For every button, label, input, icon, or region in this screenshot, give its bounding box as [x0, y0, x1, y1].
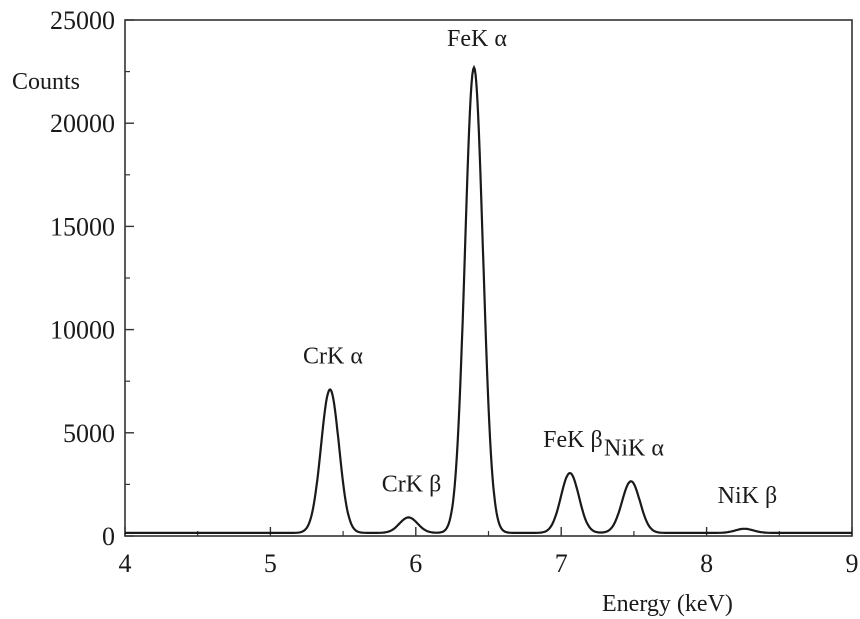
spectrum-line — [125, 64, 852, 534]
x-tick-label: 8 — [700, 549, 713, 578]
peak-labels: CrK α CrK β FeK α FeK β NiK α NiK β — [303, 26, 777, 509]
x-axis: 4 5 6 7 8 9 — [119, 527, 859, 578]
peak-label: CrK α — [303, 343, 363, 369]
y-tick-label: 15000 — [50, 212, 115, 241]
peak-label: FeK α — [447, 26, 507, 52]
x-axis-title: Energy (keV) — [602, 591, 733, 617]
plot-border — [124, 19, 853, 537]
x-tick-label: 9 — [846, 549, 859, 578]
x-tick-label: 5 — [264, 549, 277, 578]
peak-label: CrK β — [382, 471, 442, 497]
y-axis: 0 5000 10000 15000 20000 25000 — [50, 6, 134, 551]
y-tick-label: 0 — [102, 522, 115, 551]
plot-frame — [124, 19, 853, 537]
y-tick-label: 25000 — [50, 6, 115, 35]
peak-label: FeK β — [543, 427, 603, 453]
x-tick-label: 7 — [555, 549, 568, 578]
y-tick-label: 10000 — [50, 316, 115, 345]
y-tick-label: 5000 — [63, 419, 115, 448]
peak-label: NiK α — [604, 435, 664, 461]
x-tick-label: 4 — [119, 549, 132, 578]
peak-label: NiK β — [718, 483, 778, 509]
x-tick-label: 6 — [409, 549, 422, 578]
y-tick-label: 20000 — [50, 109, 115, 138]
y-axis-title: Counts — [12, 69, 80, 95]
